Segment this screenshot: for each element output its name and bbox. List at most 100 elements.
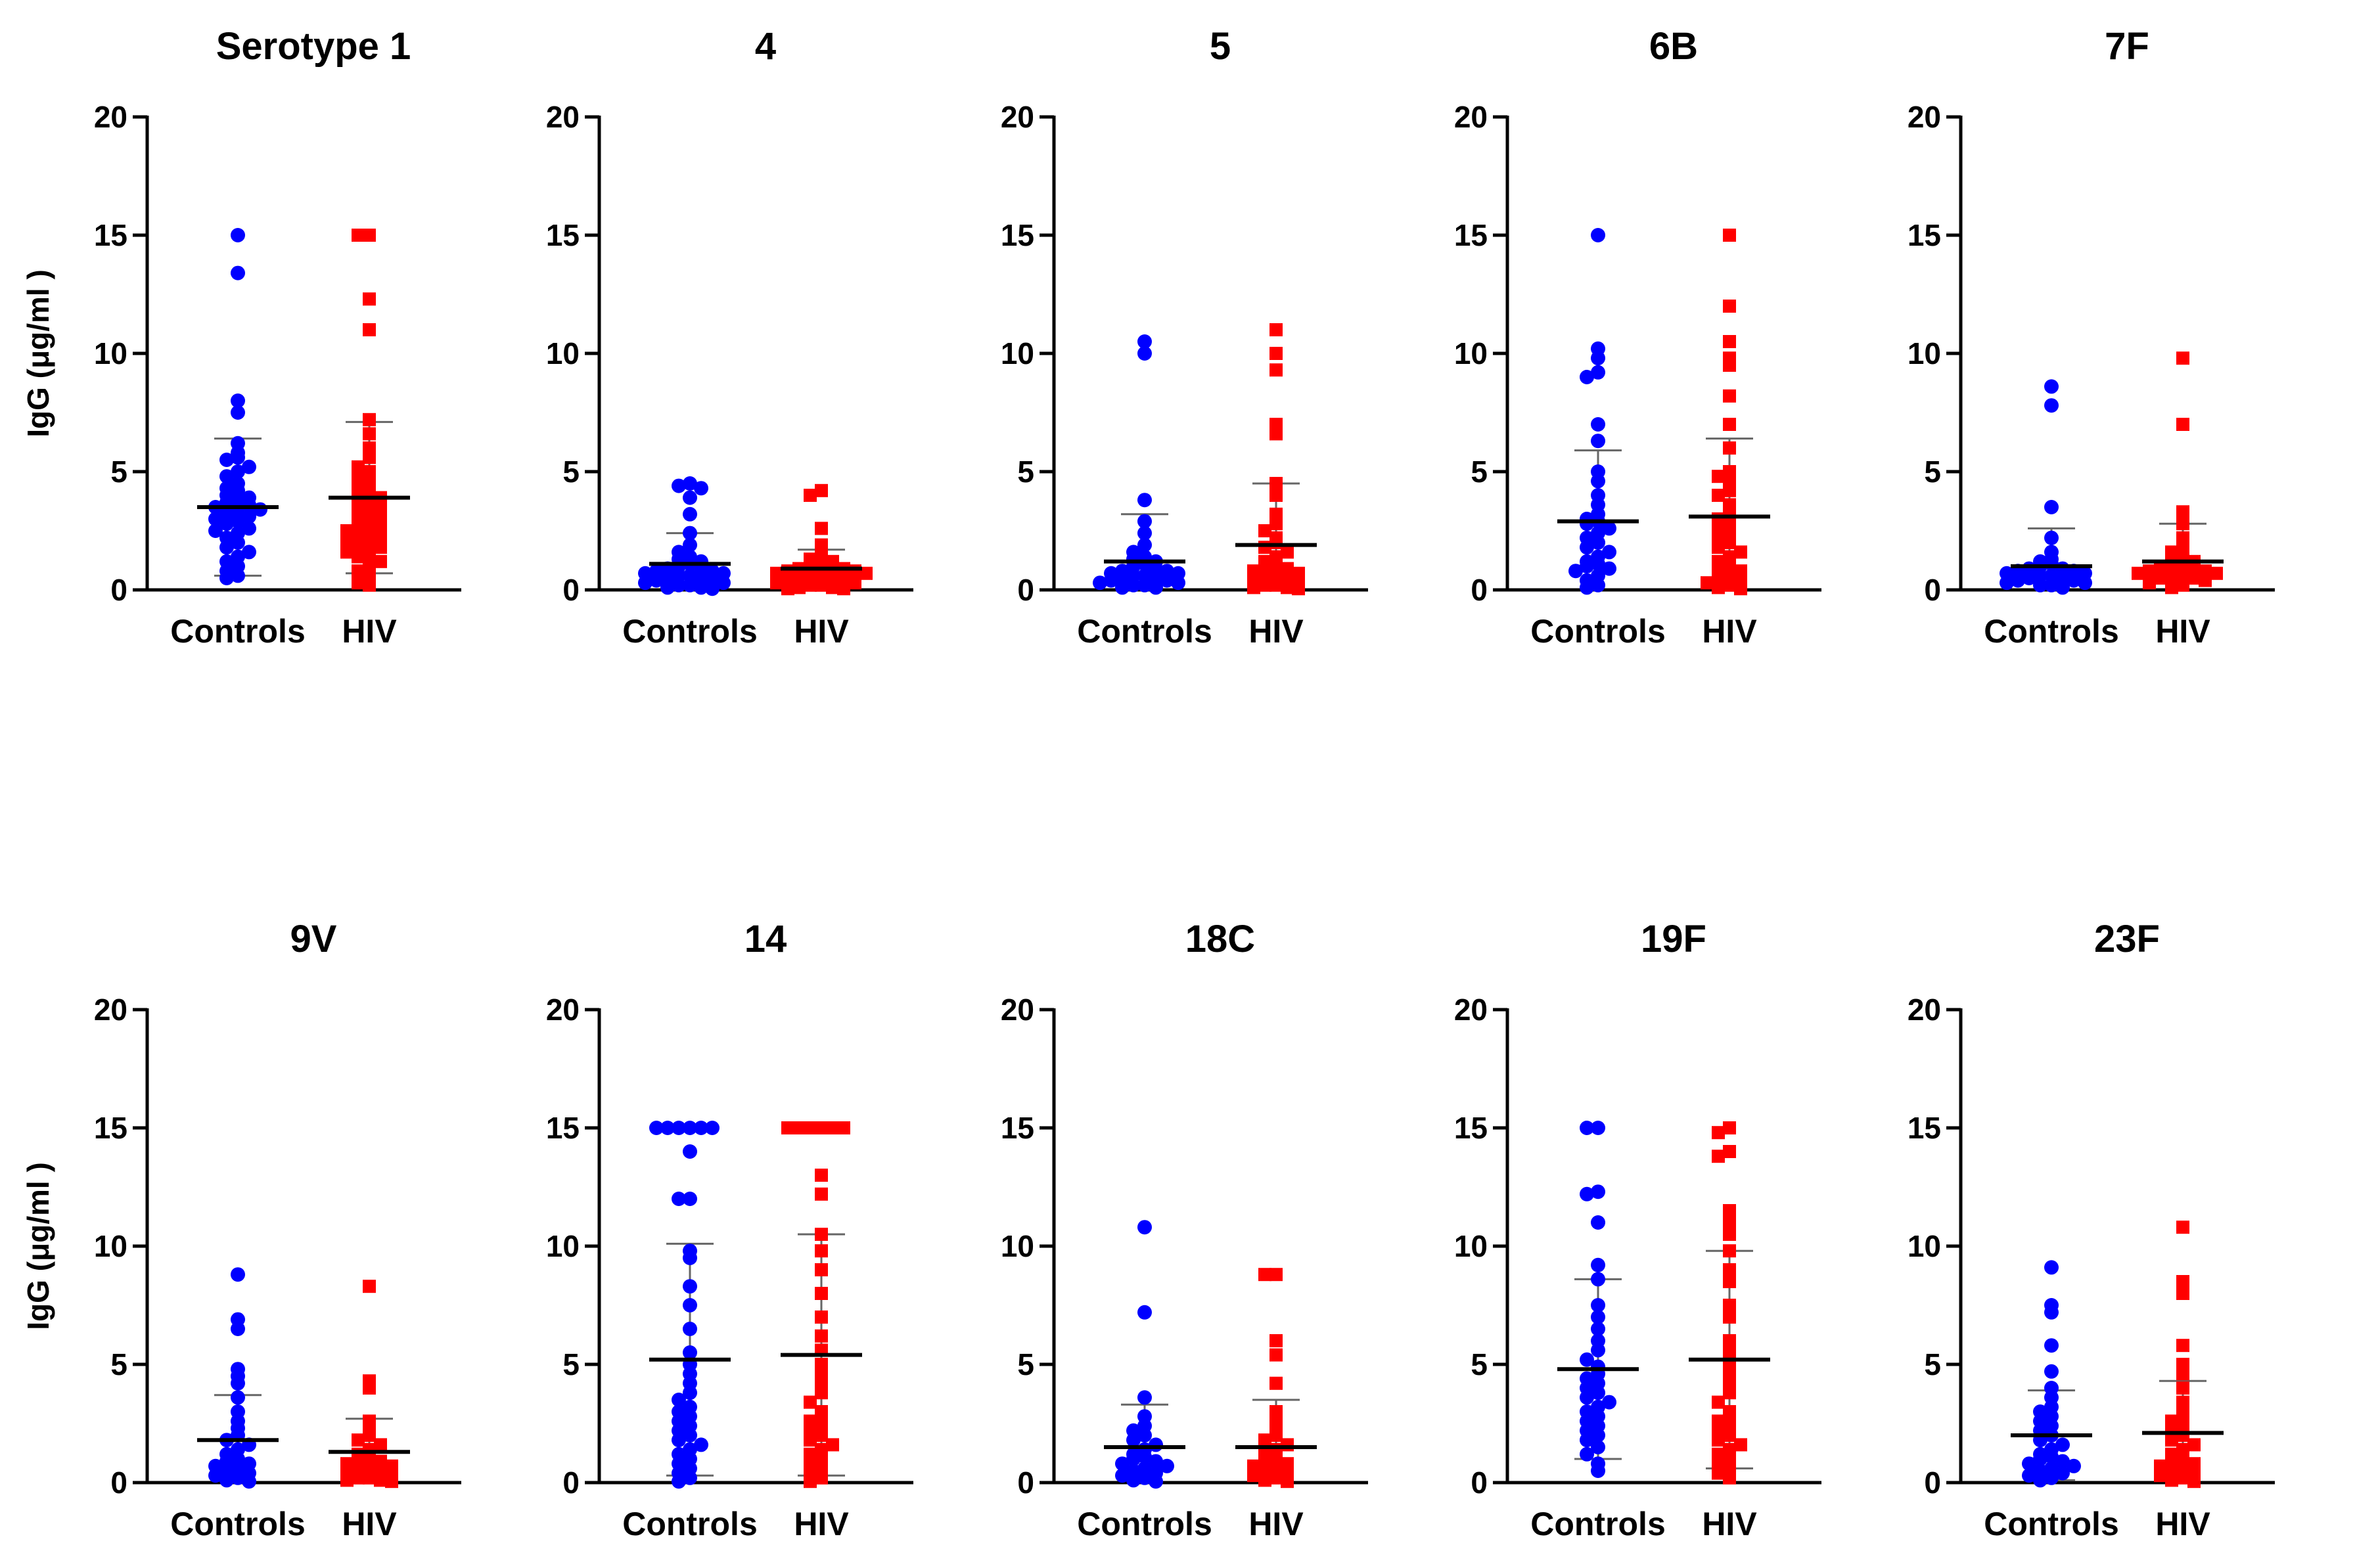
data-point-hiv bbox=[2165, 1433, 2178, 1447]
data-point-controls bbox=[649, 1121, 664, 1135]
data-point-hiv bbox=[374, 1454, 387, 1468]
category-label: Controls bbox=[622, 613, 758, 650]
data-point-hiv bbox=[1269, 578, 1283, 592]
y-tick-label: 0 bbox=[1924, 573, 1941, 607]
data-point-hiv bbox=[1723, 483, 1736, 497]
data-point-controls bbox=[2055, 1454, 2070, 1469]
y-tick-label: 5 bbox=[1471, 455, 1488, 489]
data-point-hiv bbox=[1723, 1121, 1736, 1134]
data-point-controls bbox=[683, 1251, 697, 1265]
data-point-controls bbox=[219, 540, 234, 555]
category-label: Controls bbox=[1077, 613, 1212, 650]
data-point-controls bbox=[219, 516, 234, 531]
data-point-hiv bbox=[1247, 1469, 1260, 1483]
data-point-controls bbox=[683, 1298, 697, 1312]
y-tick-label: 15 bbox=[546, 218, 580, 252]
data-point-hiv bbox=[804, 578, 817, 592]
data-point-hiv bbox=[374, 1473, 387, 1487]
data-point-hiv bbox=[363, 514, 376, 528]
y-tick-label: 20 bbox=[1001, 993, 1034, 1027]
data-point-hiv bbox=[340, 1473, 354, 1487]
panel-4: 7F 0 5 10 15 20 Controls HIV bbox=[1908, 25, 2275, 650]
data-point-controls bbox=[231, 464, 245, 479]
data-point-controls bbox=[638, 575, 652, 591]
data-point-controls bbox=[2044, 1260, 2059, 1275]
data-point-hiv bbox=[1258, 560, 1271, 573]
data-point-hiv bbox=[1247, 581, 1260, 594]
data-point-controls bbox=[1126, 1473, 1141, 1488]
data-point-hiv bbox=[1712, 1395, 1725, 1409]
y-tick-label: 5 bbox=[1924, 455, 1941, 489]
y-tick-label: 5 bbox=[1017, 455, 1034, 489]
data-point-hiv bbox=[1734, 582, 1747, 596]
data-point-controls bbox=[683, 537, 697, 552]
y-tick-label: 5 bbox=[562, 1347, 580, 1381]
data-point-controls bbox=[231, 393, 245, 408]
data-point-hiv bbox=[1723, 1386, 1736, 1400]
data-point-controls bbox=[672, 1393, 686, 1407]
data-point-hiv bbox=[1269, 1376, 1283, 1390]
data-point-hiv bbox=[1258, 1268, 1271, 1282]
data-point-hiv bbox=[815, 483, 828, 497]
data-point-hiv bbox=[1723, 441, 1736, 455]
data-point-hiv bbox=[1723, 1346, 1736, 1359]
data-point-hiv bbox=[815, 522, 828, 535]
data-point-hiv bbox=[363, 229, 376, 242]
data-point-hiv bbox=[1281, 581, 1294, 594]
y-tick-label: 15 bbox=[1454, 218, 1488, 252]
data-point-hiv bbox=[792, 581, 806, 594]
data-point-hiv bbox=[352, 229, 365, 242]
data-point-controls bbox=[1591, 535, 1605, 550]
data-point-hiv bbox=[1292, 582, 1305, 596]
category-label: Controls bbox=[1984, 613, 2119, 650]
category-label: Controls bbox=[170, 1506, 306, 1542]
data-point-hiv bbox=[1269, 1471, 1283, 1485]
data-point-hiv bbox=[2210, 566, 2223, 580]
panel-3: 6B 0 5 10 15 20 Controls HIV bbox=[1454, 25, 1821, 650]
data-point-controls bbox=[1591, 1257, 1605, 1272]
data-point-controls bbox=[1137, 493, 1152, 508]
y-tick-label: 10 bbox=[94, 1229, 127, 1263]
data-point-controls bbox=[219, 469, 234, 484]
data-point-hiv bbox=[815, 1169, 828, 1182]
data-point-hiv bbox=[352, 1452, 365, 1466]
data-point-hiv bbox=[815, 1187, 828, 1201]
y-tick-label: 10 bbox=[1001, 1229, 1034, 1263]
panel-title: 5 bbox=[1210, 25, 1231, 68]
data-point-controls bbox=[2033, 577, 2047, 593]
data-point-controls bbox=[1171, 575, 1185, 591]
data-point-hiv bbox=[1723, 1429, 1736, 1442]
data-point-hiv bbox=[792, 1121, 806, 1134]
data-point-controls bbox=[683, 490, 697, 505]
data-point-hiv bbox=[2187, 1475, 2201, 1489]
data-point-controls bbox=[2044, 379, 2059, 394]
category-label: Controls bbox=[1984, 1506, 2119, 1542]
category-label: HIV bbox=[1702, 1506, 1757, 1542]
data-point-hiv bbox=[1269, 1429, 1283, 1442]
data-point-hiv bbox=[2187, 1438, 2201, 1452]
data-point-hiv bbox=[1247, 564, 1260, 578]
data-point-hiv bbox=[363, 536, 376, 549]
data-point-hiv bbox=[1723, 359, 1736, 372]
y-tick-label: 5 bbox=[1924, 1347, 1941, 1381]
data-point-hiv bbox=[385, 1475, 398, 1489]
data-point-controls bbox=[1591, 474, 1605, 489]
data-point-controls bbox=[1568, 564, 1583, 579]
panel-2: 5 0 5 10 15 20 Controls HIV bbox=[1001, 25, 1368, 650]
data-point-hiv bbox=[1269, 363, 1283, 377]
data-point-controls bbox=[1580, 1433, 1594, 1448]
data-point-controls bbox=[694, 1437, 708, 1452]
y-tick-label: 0 bbox=[1471, 1466, 1488, 1500]
y-tick-label: 0 bbox=[1017, 1466, 1034, 1500]
data-point-controls bbox=[1591, 1310, 1605, 1324]
y-tick-label: 20 bbox=[1908, 993, 1941, 1027]
data-point-controls bbox=[231, 535, 245, 550]
data-point-controls bbox=[208, 512, 223, 526]
data-point-hiv bbox=[2165, 569, 2178, 583]
y-tick-label: 10 bbox=[1001, 336, 1034, 370]
data-point-controls bbox=[1591, 1121, 1605, 1135]
data-point-hiv bbox=[2176, 1471, 2189, 1485]
data-point-controls bbox=[208, 524, 223, 538]
category-label: HIV bbox=[1702, 613, 1757, 650]
data-point-controls bbox=[2055, 1466, 2070, 1481]
